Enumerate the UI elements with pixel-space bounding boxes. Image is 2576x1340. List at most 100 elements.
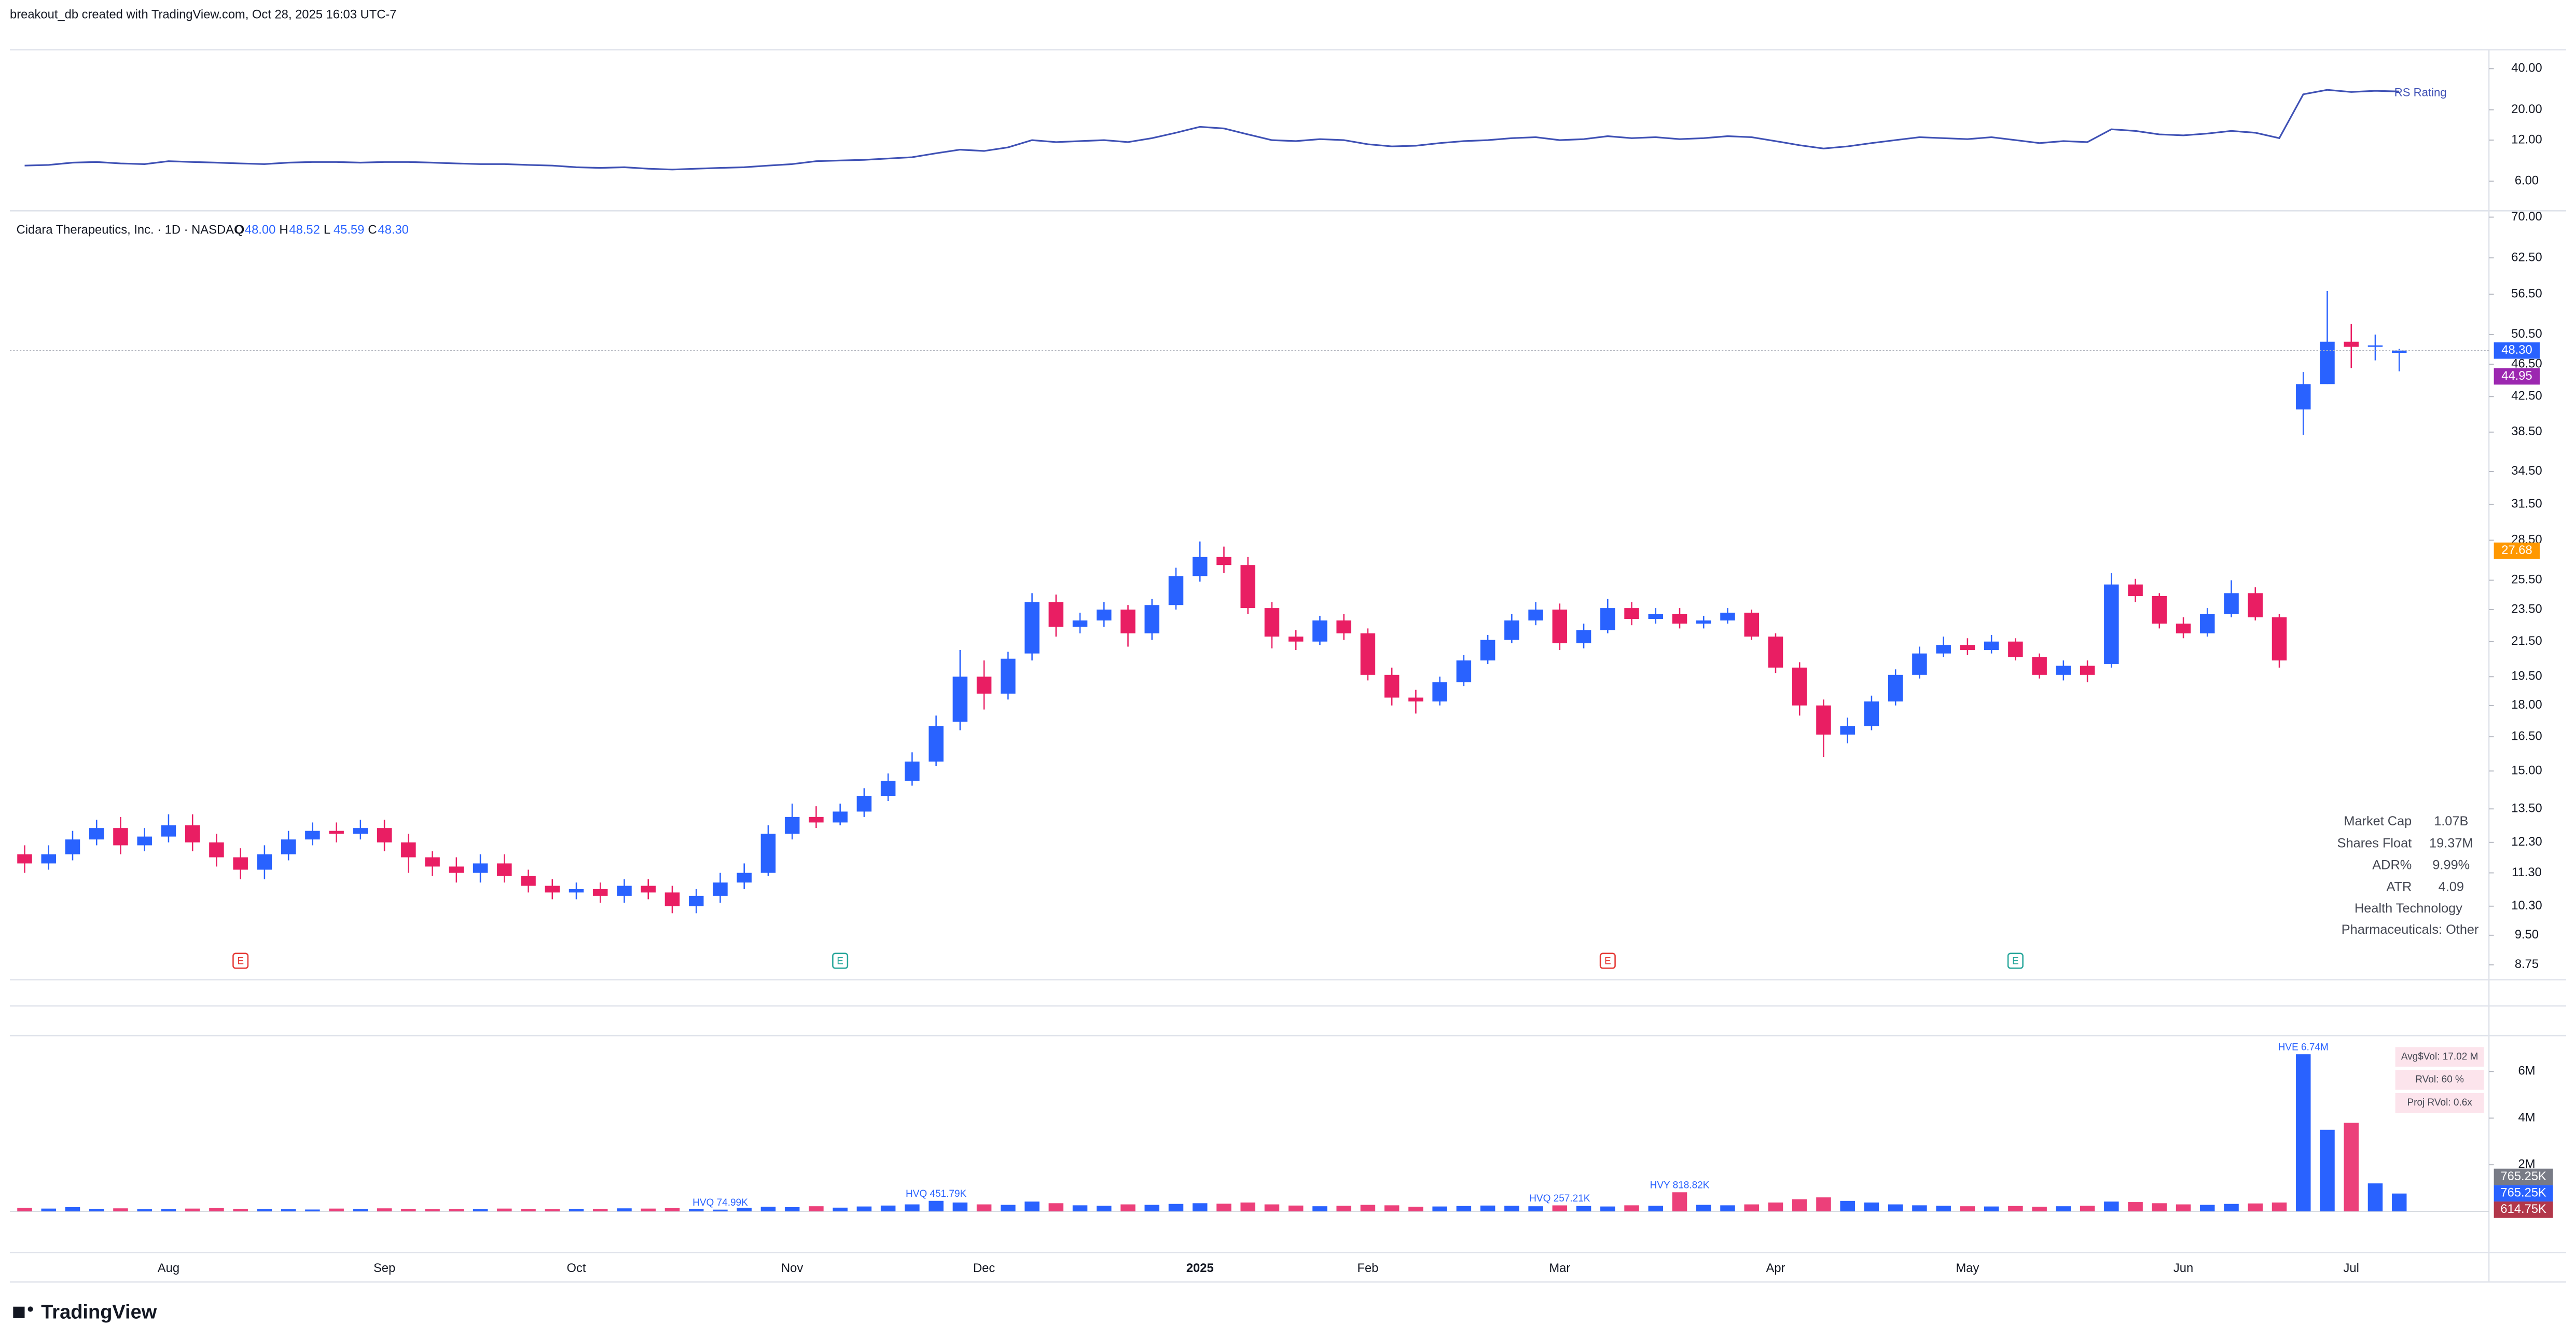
info-value: 4.09 [2439,880,2464,894]
volume-tag [2494,1201,2553,1218]
volume-bar [1216,1204,1231,1212]
ohlc-name: L [324,223,330,237]
info-industry: Pharmaceuticals: Other [2342,922,2479,937]
candle-body [737,873,752,883]
candle-body [784,817,800,834]
y-tick-label: 38.50 [2511,424,2542,438]
volume-bar [688,1209,704,1212]
candle-body [1504,620,1519,640]
candle-body [65,839,80,854]
candle-body [1432,682,1447,702]
brand: TradingView [41,1301,157,1323]
candle-body [185,825,200,842]
candle-body [929,726,944,762]
volume-bar [905,1204,920,1212]
volume-tag [2494,1168,2553,1185]
credit: breakout_db created with TradingView.com… [10,8,396,22]
candle-body [1336,620,1351,633]
volume-bar [209,1208,224,1212]
volume-bar [2032,1207,2047,1212]
candle-body [1528,610,1543,621]
logo: TradingView [13,1301,157,1323]
volume-bar [329,1208,344,1212]
candle-body [1384,674,1400,698]
info-label: ATR [2387,880,2412,894]
volume-bar [1312,1206,1327,1212]
volume-bar [1960,1206,1975,1212]
y-tick-label: 10.30 [2511,899,2542,913]
volume-bar [113,1208,128,1212]
y-tick-label: 4M [2518,1111,2535,1125]
x-tick-label: Nov [781,1261,803,1275]
info-label: ADR% [2372,858,2412,872]
y-tick-label: 12.00 [2511,132,2542,146]
volume-tag-label: 765.25K [2500,1169,2546,1183]
candle-body [1600,608,1615,630]
candle-body [809,817,824,823]
ohlc-name: H [279,223,288,237]
price-tag [2494,368,2540,385]
volume-bar [1384,1205,1400,1212]
y-tick-label: 56.50 [2511,286,2542,300]
rs-line [24,89,2400,171]
ohlc-value: 48.52 [289,223,320,237]
volume-bar [137,1209,152,1212]
volume-tag-label: 765.25K [2500,1186,2546,1200]
logo-mark [13,1306,25,1318]
volume-bar [1840,1200,1855,1212]
candle-body [1888,674,1903,702]
y-tick-label: 6M [2518,1064,2535,1078]
candle-body [2200,614,2215,633]
volume-bar [257,1209,272,1212]
volume-bar [1936,1206,1951,1212]
candle-body [1360,633,1376,675]
volume-bar [2272,1202,2287,1212]
candle-body [593,889,608,896]
candle-body [449,866,464,873]
candle-body [161,825,176,837]
candle-body [880,780,896,796]
volume-bar [2008,1206,2023,1212]
volume-bar [41,1208,56,1212]
candle-body [329,831,344,834]
volume-bar [1984,1206,1999,1212]
candle-body [617,886,632,896]
volume-bar [425,1209,440,1212]
volume-bar [1480,1205,1495,1212]
y-tick-label: 70.00 [2511,210,2542,224]
volume-bar [233,1209,248,1212]
candle-body [1168,576,1184,605]
volume-bar [1816,1197,1831,1212]
y-tick-label: 20.00 [2511,102,2542,116]
x-tick-label: Feb [1357,1261,1378,1275]
y-tick-label: 8.75 [2515,957,2539,971]
logo-mark [27,1306,33,1312]
candle-body [497,863,512,876]
volume-bar [1504,1206,1519,1212]
candle-body [2367,345,2383,347]
volume-bar [545,1209,560,1212]
earnings-marker [232,952,249,969]
stat-box [2395,1070,2484,1090]
candle-body [425,857,440,867]
candle-body [1144,605,1160,633]
candle-body [1312,620,1327,642]
y-tick-label: 25.50 [2511,573,2542,587]
candle-body [1264,608,1280,637]
volume-bar [1912,1205,1927,1212]
volume-bar [1528,1206,1543,1212]
candle-body [2248,593,2263,617]
candle-body [545,886,560,893]
candle-body [2104,584,2119,664]
volume-bar [1648,1206,1664,1212]
volume-bar [2367,1183,2383,1212]
volume-bar [1097,1206,1112,1212]
volume-bar [65,1207,80,1212]
volume-bar [1720,1205,1735,1212]
candle-body [1624,608,1639,619]
candle-body [353,828,368,834]
volume-label: HVQ 451.79K [906,1189,967,1199]
volume-bar [569,1209,584,1212]
